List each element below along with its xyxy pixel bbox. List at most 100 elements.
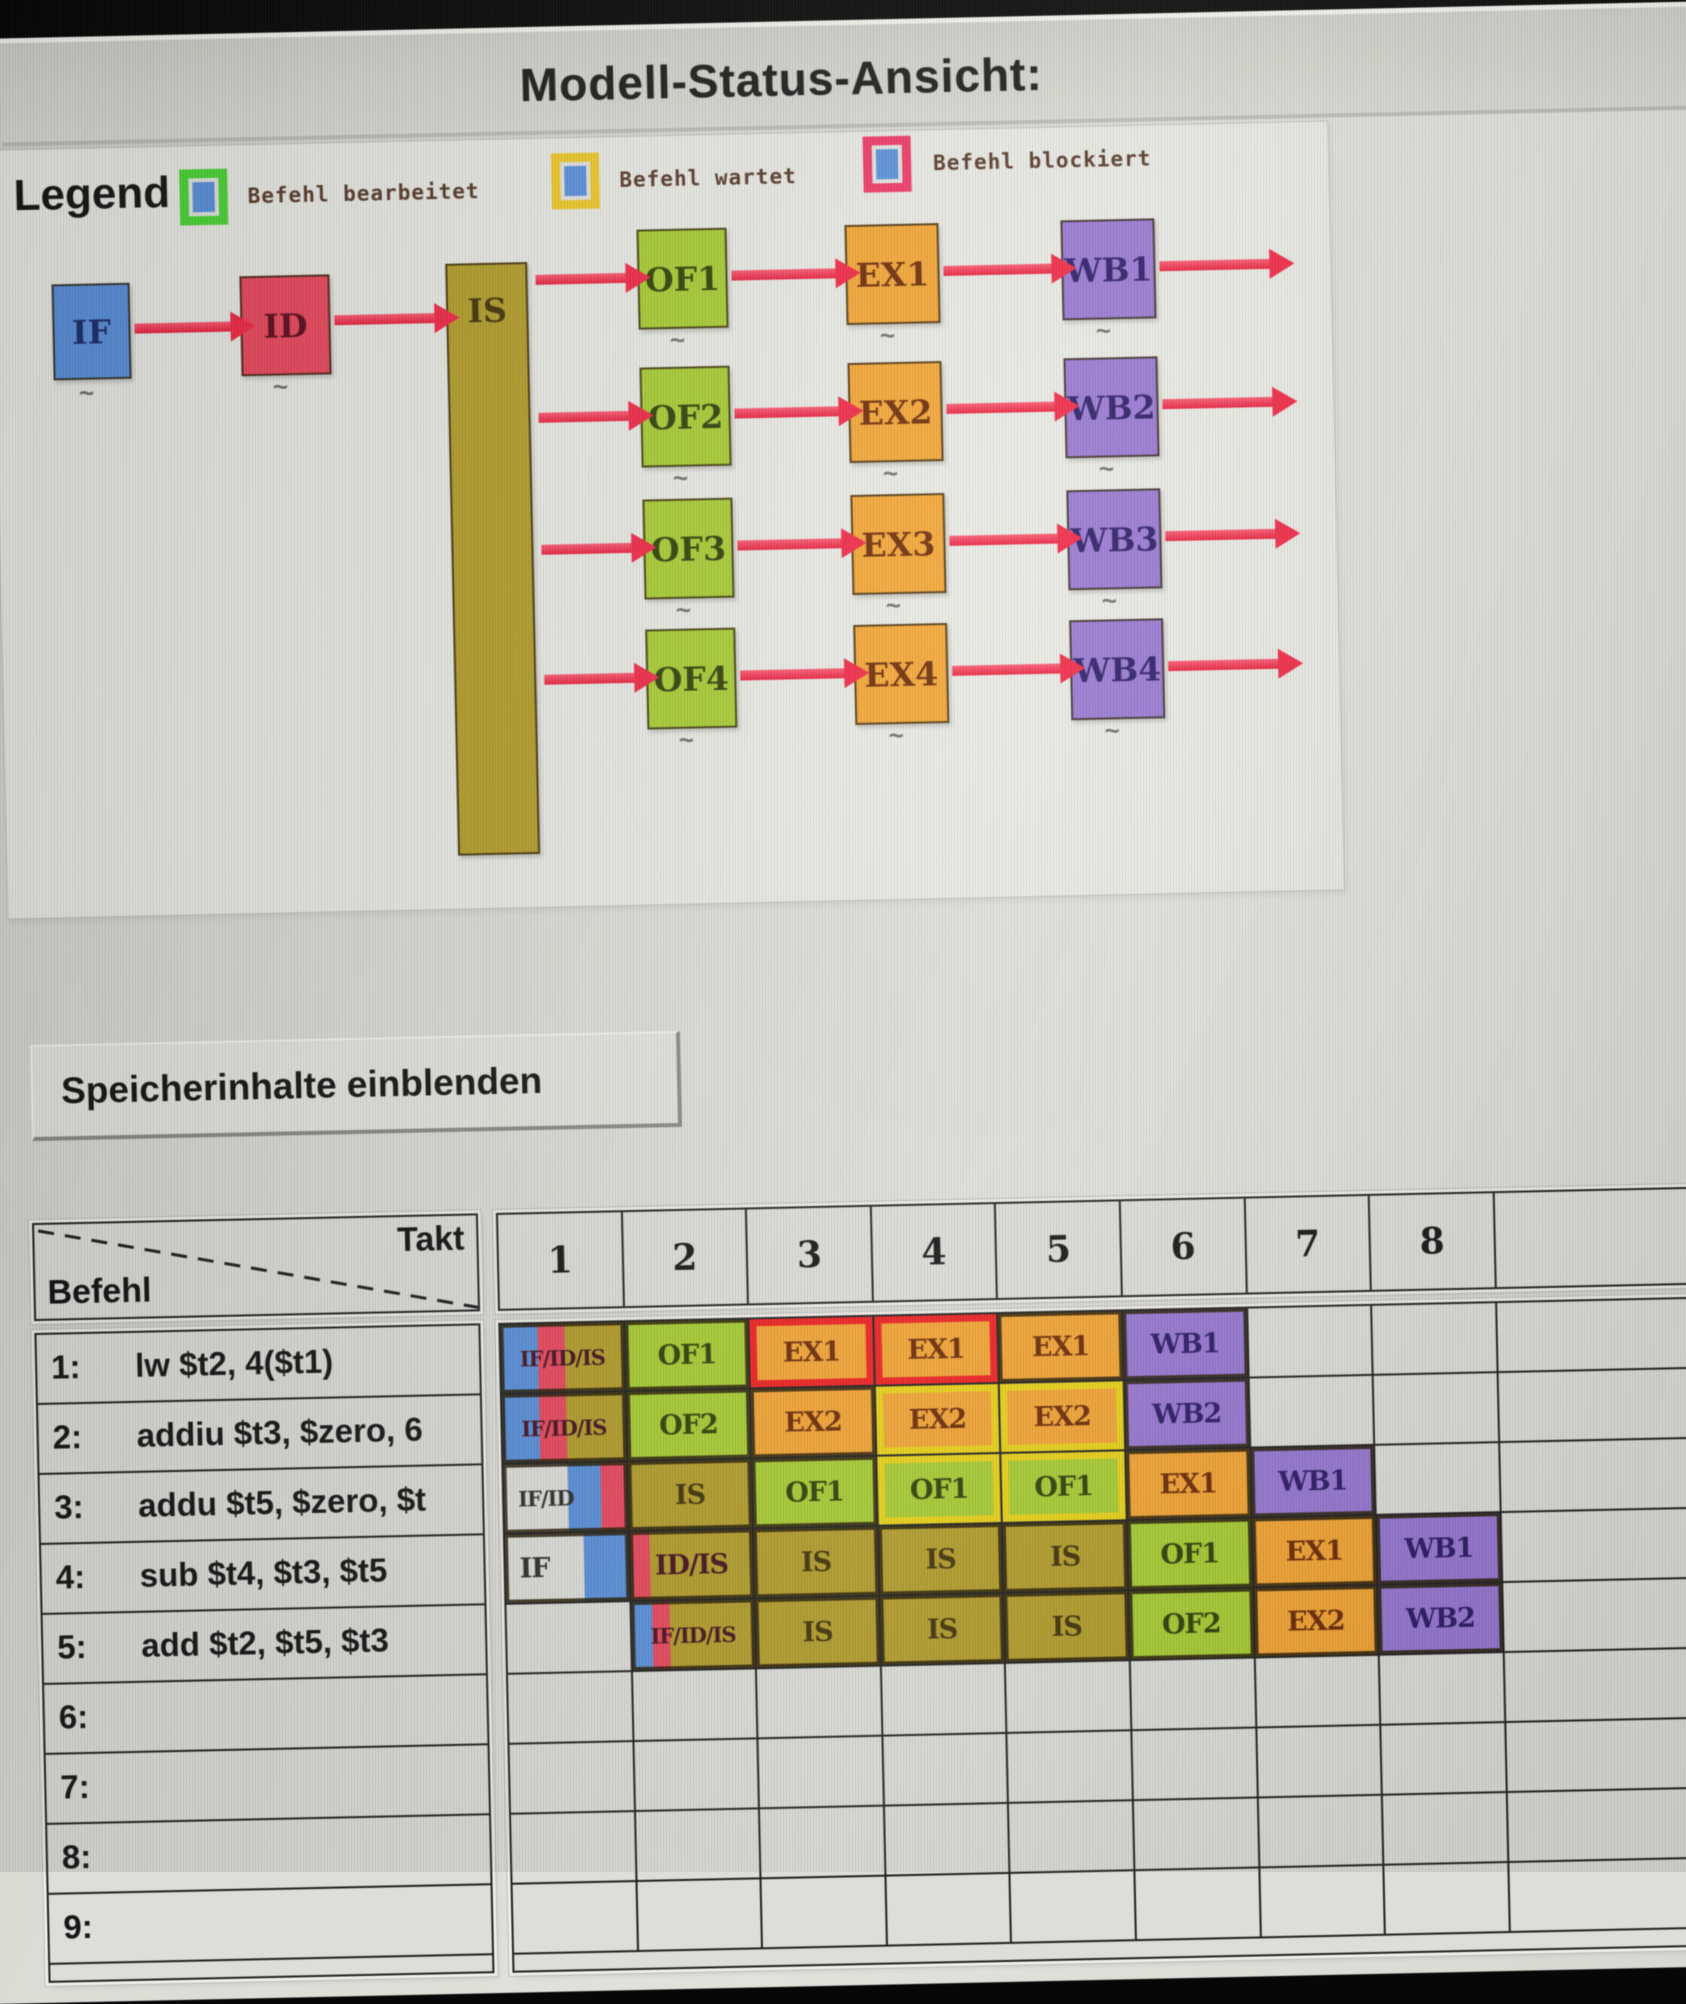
stage-cell-wb1: WB1 (1123, 1309, 1247, 1380)
grid-cell (1011, 1871, 1137, 1942)
stage-cell-if-id-is: IF/ID/IS (631, 1599, 755, 1670)
instruction-number: 8: (61, 1838, 91, 1877)
grid-cell (757, 1667, 883, 1738)
grid-cell (506, 1602, 632, 1673)
tilde-mark: ~ (888, 730, 903, 740)
grid-cell: IS (628, 1459, 754, 1530)
grid-cell: OF1 (877, 1454, 1003, 1525)
grid-cell (1008, 1731, 1134, 1802)
cycle-header-cell: 1 (498, 1212, 625, 1309)
grid-cell (1131, 1658, 1257, 1729)
grid-cell (1503, 1578, 1686, 1651)
stage-cell-wb2: WB2 (1378, 1583, 1502, 1654)
instruction-number: 4: (55, 1558, 85, 1597)
grid-cell (1385, 1863, 1511, 1934)
grid-cell: IS (754, 1527, 880, 1598)
grid-cell (1380, 1653, 1506, 1724)
grid-cell (1248, 1306, 1374, 1377)
stage-cell-if: IF (505, 1532, 629, 1603)
grid-cell: IS (1003, 1521, 1129, 1592)
instruction-row: 2:addiu $t3, $zero, 6 (38, 1395, 481, 1475)
instruction-number: 5: (57, 1628, 87, 1667)
cycle-header-cell: 7 (1245, 1196, 1372, 1293)
cycle-header-cell (1494, 1188, 1686, 1287)
grid-cell: EX1 (874, 1314, 1000, 1385)
stage-cell-of1: OF1 (753, 1457, 877, 1528)
cycle-header-cell: 3 (747, 1207, 874, 1304)
instruction-number: 6: (58, 1698, 88, 1737)
grid-cell (1501, 1508, 1686, 1581)
instruction-text: addiu $t3, $zero, 6 (136, 1411, 423, 1455)
stage-cell-is: IS (756, 1597, 880, 1668)
instruction-number: 3: (54, 1488, 84, 1527)
instruction-number: 9: (63, 1908, 93, 1947)
stage-cell-ex1: EX1 (999, 1311, 1123, 1382)
tilde-mark: ~ (676, 605, 691, 615)
grid-cell (636, 1809, 762, 1880)
legend-label: Legend (13, 168, 171, 221)
show-memory-button[interactable]: Speicherinhalte einblenden (30, 1031, 682, 1141)
stage-cell-is: IS (1005, 1591, 1129, 1662)
flow-arrow-icon (544, 673, 636, 685)
stage-cell-of2: OF2 (626, 1389, 750, 1460)
tilde-mark: ~ (1102, 595, 1117, 605)
grid-cell (1506, 1718, 1686, 1791)
stage-box-if: IF (52, 283, 132, 381)
stage-cell-wb1: WB1 (1377, 1513, 1501, 1584)
grid-cell (1249, 1376, 1375, 1447)
stage-cell-id-is: ID/IS (629, 1529, 753, 1600)
grid-cell: ID/IS (629, 1529, 755, 1600)
grid-cell (513, 1882, 639, 1953)
grid-cell: IS (880, 1594, 1006, 1665)
grid-cell: EX1 (1252, 1516, 1378, 1587)
stage-cell-is: IS (880, 1594, 1004, 1665)
grid-cell (634, 1739, 760, 1810)
stage-cell-is: IS (628, 1459, 752, 1530)
stage-cell-is: IS (879, 1524, 1003, 1595)
grid-cell: IF/ID/IS (502, 1392, 628, 1463)
instruction-row: 8: (47, 1815, 490, 1895)
instruction-row: 1:lw $t2, 4($t1) (36, 1325, 479, 1405)
grid-cell (1508, 1788, 1686, 1861)
cycle-header-cell: 8 (1370, 1193, 1497, 1290)
grid-cell (1374, 1373, 1500, 1444)
instruction-text: sub $t4, $t3, $t5 (139, 1551, 387, 1594)
cycle-header-cell: 6 (1121, 1199, 1248, 1296)
grid-cell: IF/ID/IS (500, 1322, 626, 1393)
grid-cell: IF/ID/IS (631, 1599, 757, 1670)
stage-cell-is: IS (754, 1527, 878, 1598)
grid-cell: WB1 (1123, 1309, 1249, 1380)
tilde-mark: ~ (880, 330, 895, 340)
stage-cell-of1: OF1 (877, 1454, 1001, 1525)
grid-cell (759, 1737, 885, 1808)
stage-cell-ex2: EX2 (1000, 1381, 1124, 1452)
grid-cell (1255, 1656, 1381, 1727)
legend-blocked-icon (863, 136, 912, 193)
stage-cell-of1: OF1 (625, 1319, 749, 1390)
instruction-text: add $t2, $t5, $t3 (141, 1621, 389, 1664)
grid-cell: WB1 (1251, 1446, 1377, 1517)
grid-cell: WB2 (1378, 1583, 1504, 1654)
grid-cell: OF1 (625, 1319, 751, 1390)
tilde-mark: ~ (1104, 725, 1119, 735)
tilde-mark: ~ (670, 335, 685, 345)
cycle-header-cell: 2 (623, 1209, 750, 1306)
stage-cell-wb1: WB1 (1251, 1446, 1375, 1517)
stage-cell-of2: OF2 (1129, 1589, 1253, 1660)
grid-cell (886, 1874, 1012, 1945)
grid-cell (1500, 1438, 1686, 1511)
stage-cell-of1: OF1 (1128, 1519, 1252, 1590)
stage-cell-if-id: IF/ID (503, 1462, 627, 1533)
grid-cell: WB1 (1377, 1513, 1503, 1584)
stage-cell-of1: OF1 (1002, 1451, 1126, 1522)
cycle-header-cell: 5 (996, 1201, 1123, 1298)
grid-cell: OF1 (1128, 1519, 1254, 1590)
tilde-mark: ~ (1099, 463, 1114, 473)
grid-cell (1381, 1723, 1507, 1794)
grid-cell: EX2 (1000, 1381, 1126, 1452)
grid-cell (1006, 1661, 1132, 1732)
grid-cell (633, 1669, 759, 1740)
takt-axis-label: Takt (397, 1220, 465, 1260)
tilde-mark: ~ (1096, 325, 1111, 335)
